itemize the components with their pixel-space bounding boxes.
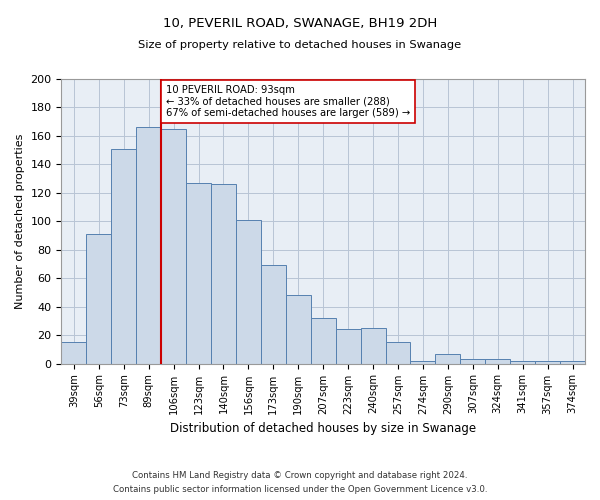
Y-axis label: Number of detached properties: Number of detached properties: [15, 134, 25, 309]
Bar: [136, 128, 161, 364]
Bar: [335, 330, 361, 364]
Bar: [161, 129, 186, 364]
Text: Size of property relative to detached houses in Swanage: Size of property relative to detached ho…: [139, 40, 461, 50]
Bar: [186, 183, 211, 364]
Bar: [86, 234, 111, 364]
Text: Contains HM Land Registry data © Crown copyright and database right 2024.: Contains HM Land Registry data © Crown c…: [132, 472, 468, 480]
Bar: [410, 360, 436, 364]
Bar: [485, 360, 510, 364]
Bar: [236, 220, 261, 364]
Bar: [386, 342, 410, 363]
Bar: [361, 328, 386, 364]
Bar: [535, 360, 560, 364]
Text: Contains public sector information licensed under the Open Government Licence v3: Contains public sector information licen…: [113, 484, 487, 494]
Bar: [436, 354, 460, 364]
Bar: [560, 360, 585, 364]
Bar: [61, 342, 86, 363]
Text: 10 PEVERIL ROAD: 93sqm
← 33% of detached houses are smaller (288)
67% of semi-de: 10 PEVERIL ROAD: 93sqm ← 33% of detached…: [166, 84, 410, 118]
Bar: [510, 360, 535, 364]
Bar: [261, 266, 286, 364]
Bar: [460, 360, 485, 364]
X-axis label: Distribution of detached houses by size in Swanage: Distribution of detached houses by size …: [170, 422, 476, 435]
Bar: [286, 296, 311, 364]
Bar: [111, 148, 136, 364]
Text: 10, PEVERIL ROAD, SWANAGE, BH19 2DH: 10, PEVERIL ROAD, SWANAGE, BH19 2DH: [163, 18, 437, 30]
Bar: [311, 318, 335, 364]
Bar: [211, 184, 236, 364]
